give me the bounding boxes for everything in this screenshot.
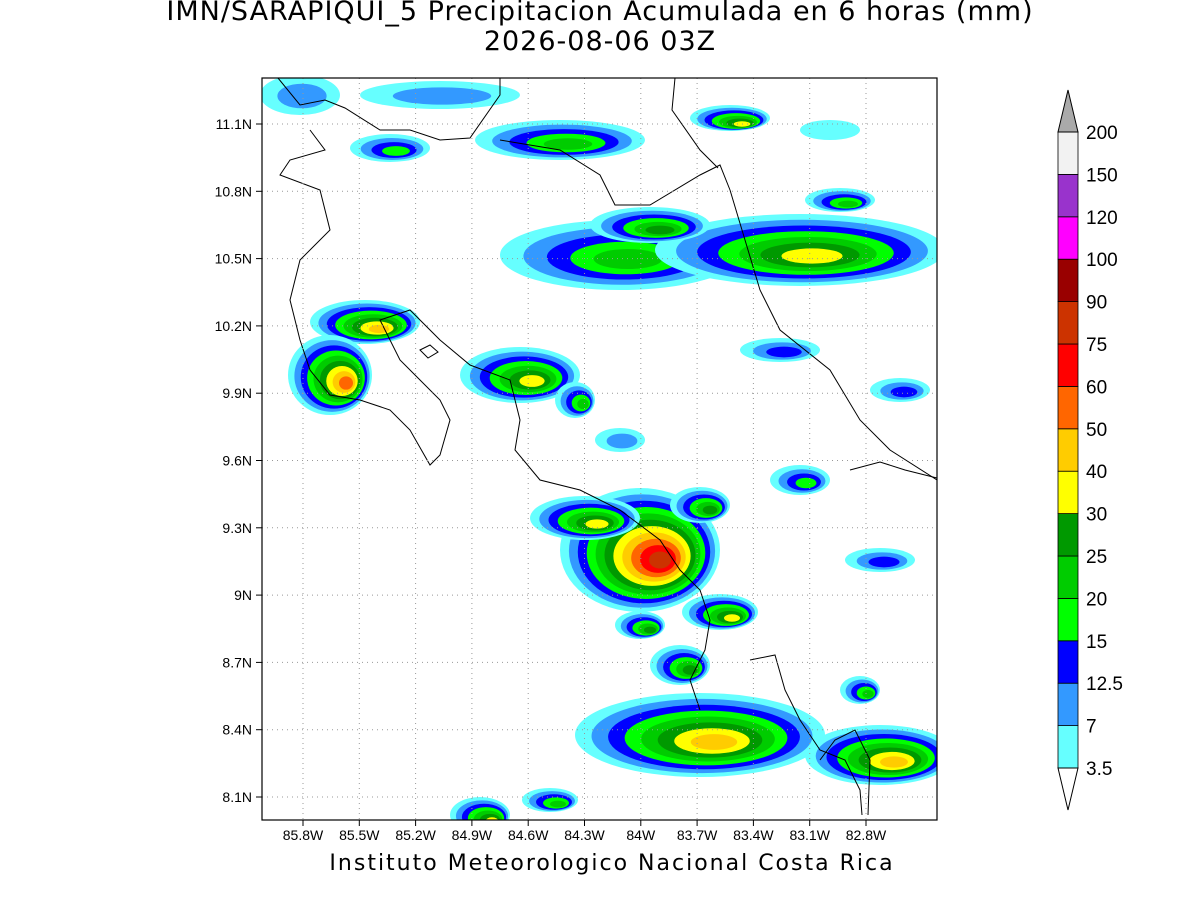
lon-label: 84.9W	[452, 827, 493, 843]
grid: 11.1N 10.8N 10.5N 10.2N 9.9N 9.6N 9.3N 9N 8.7N 8.…	[215, 78, 937, 843]
lat-label: 9.6N	[222, 453, 252, 469]
island	[419, 344, 439, 359]
lat-label: 9N	[234, 587, 252, 603]
lat-label: 9.9N	[222, 385, 252, 401]
precip-contour	[781, 248, 843, 264]
precip-contour	[382, 146, 410, 156]
colorbar-over	[1057, 89, 1079, 133]
colorbar-box	[1057, 131, 1079, 175]
precip-contour	[862, 690, 874, 698]
coast	[279, 129, 711, 711]
lon-label: 83.4W	[733, 827, 774, 843]
precip-contour	[368, 324, 390, 334]
title: IMN/SARAPIQUI_5 Precipitacion Acumulada …	[166, 0, 1033, 27]
precip-contour	[795, 477, 817, 489]
subtitle: 2026-08-06 03Z	[484, 26, 716, 57]
colorbar-box	[1057, 640, 1079, 684]
precip-contour	[648, 551, 672, 569]
lon-label: 84.3W	[564, 827, 605, 843]
precip-contour	[702, 505, 718, 515]
footer: Instituto Meteorologico Nacional Costa R…	[329, 851, 894, 876]
border	[277, 78, 501, 141]
map-frame	[261, 77, 938, 821]
colorbar-label: 50	[1086, 420, 1107, 441]
colorbar-box	[1057, 385, 1079, 430]
colorbar-label: 7	[1086, 717, 1097, 738]
lat-label: 9.3N	[222, 520, 252, 536]
lon-label: 84.6W	[508, 827, 549, 843]
precipitation-field	[262, 78, 937, 820]
colorbar-label: 12.5	[1086, 674, 1123, 695]
lon-label: 82.8W	[846, 827, 887, 843]
colorbar-label: 25	[1086, 547, 1107, 568]
colorbar-under	[1057, 767, 1079, 811]
border	[749, 654, 863, 816]
lat-label: 8.7N	[222, 654, 252, 670]
precip-contour	[800, 120, 860, 140]
colorbar-box	[1057, 301, 1079, 345]
colorbar-box	[1057, 428, 1079, 472]
colorbar-label: 120	[1086, 208, 1118, 229]
precip-contour	[577, 398, 589, 410]
colorbar-label: 200	[1086, 123, 1118, 144]
colorbar: 3.5 7 12.5 15 20 25 30 40 50 60 75 90 100 120 150 200	[1057, 89, 1123, 811]
lon-label: 85.2W	[395, 827, 436, 843]
precip-contour	[724, 614, 740, 622]
colorbar-box	[1057, 682, 1079, 727]
colorbar-box	[1057, 173, 1079, 218]
colorbar-label: 30	[1086, 505, 1107, 526]
lat-label: 10.2N	[215, 318, 252, 334]
colorbar-label: 100	[1086, 250, 1118, 271]
colorbar-label: 40	[1086, 462, 1107, 483]
lat-label: 11.1N	[216, 116, 252, 132]
precip-contour	[392, 87, 492, 105]
precip-contour	[550, 800, 566, 808]
lat-label: 8.4N	[222, 722, 252, 738]
colorbar-label: 3.5	[1086, 759, 1112, 780]
precip-contour	[519, 375, 545, 387]
lon-label: 84W	[626, 827, 656, 843]
colorbar-label: 75	[1086, 335, 1107, 356]
precip-contour	[645, 225, 675, 235]
colorbar-label: 20	[1086, 589, 1107, 610]
precip-contour	[890, 386, 918, 398]
colorbar-label: 60	[1086, 377, 1107, 398]
lon-label: 83.7W	[677, 827, 718, 843]
precip-contour	[339, 376, 353, 390]
colorbar-box	[1057, 216, 1079, 260]
lat-label: 10.5N	[215, 251, 252, 267]
coast	[671, 78, 719, 169]
colorbar-label: 150	[1086, 165, 1118, 186]
precip-contour	[606, 433, 638, 449]
colorbar-label: 15	[1086, 632, 1107, 653]
coast	[819, 729, 871, 816]
precip-contour	[643, 626, 657, 634]
lon-label: 85.8W	[283, 827, 324, 843]
precip-contour	[690, 734, 738, 750]
precip-contour	[868, 556, 900, 568]
colorbar-box	[1057, 258, 1079, 303]
coast	[849, 461, 937, 479]
colorbar-box	[1057, 725, 1079, 769]
coast	[729, 189, 937, 481]
precip-contour	[485, 817, 499, 820]
precip-contour	[880, 756, 908, 768]
precip-contour	[838, 200, 858, 208]
lon-label: 83.1W	[789, 827, 830, 843]
lon-label: 85.5W	[339, 827, 380, 843]
precip-contour	[585, 519, 609, 529]
colorbar-label: 90	[1086, 293, 1107, 314]
colorbar-box	[1057, 513, 1079, 557]
colorbar-box	[1057, 555, 1079, 599]
colorbar-box	[1057, 343, 1079, 387]
colorbar-box	[1057, 470, 1079, 515]
precip-contour	[766, 346, 802, 358]
coastlines	[277, 78, 937, 816]
lat-label: 10.8N	[215, 183, 252, 199]
precip-contour	[543, 138, 593, 150]
colorbar-box	[1057, 598, 1079, 642]
lat-label: 8.1N	[222, 789, 252, 805]
